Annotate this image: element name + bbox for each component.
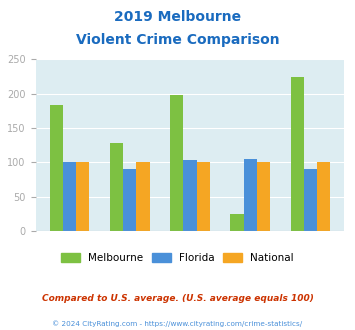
Bar: [197, 162, 210, 231]
Legend: Melbourne, Florida, National: Melbourne, Florida, National: [57, 248, 298, 267]
Bar: [76, 162, 89, 231]
Text: Compared to U.S. average. (U.S. average equals 100): Compared to U.S. average. (U.S. average …: [42, 294, 313, 303]
Bar: [183, 160, 197, 231]
Bar: [110, 143, 123, 231]
Bar: [304, 169, 317, 231]
Bar: [317, 162, 330, 231]
Bar: [244, 159, 257, 231]
Bar: [136, 162, 149, 231]
Bar: [170, 95, 183, 231]
Bar: [50, 105, 63, 231]
Bar: [257, 162, 270, 231]
Bar: [63, 162, 76, 231]
Text: 2019 Melbourne: 2019 Melbourne: [114, 10, 241, 24]
Text: Violent Crime Comparison: Violent Crime Comparison: [76, 33, 279, 47]
Text: © 2024 CityRating.com - https://www.cityrating.com/crime-statistics/: © 2024 CityRating.com - https://www.city…: [53, 320, 302, 327]
Bar: [230, 214, 244, 231]
Bar: [290, 77, 304, 231]
Bar: [123, 169, 136, 231]
